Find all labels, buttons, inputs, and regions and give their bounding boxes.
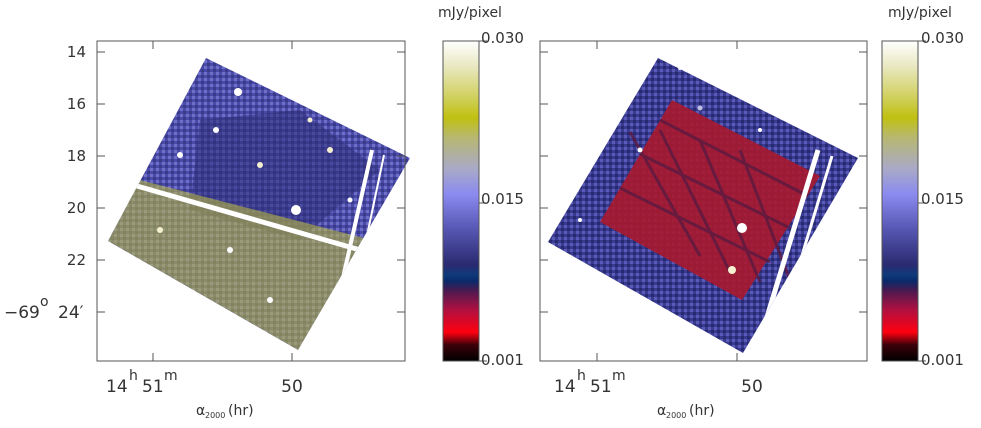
y-tick-label: 22 <box>67 251 86 269</box>
colorbar-unit-label: mJy/pixel <box>888 5 952 21</box>
ra-h-sup: h <box>577 368 586 384</box>
x-unit: (hr) <box>228 403 254 419</box>
colorbar-unit-label: mJy/pixel <box>438 5 502 21</box>
left-image <box>108 58 410 350</box>
colorbar-gradient <box>442 40 480 362</box>
right-image <box>548 58 858 353</box>
colorbar-tick-label: 0.001 <box>921 351 964 369</box>
ra-second: 50 <box>281 377 303 397</box>
left-colorbar: mJy/pixel 0.030 0.015 0.001 <box>438 5 524 369</box>
colorbar-tick-label: 0.015 <box>921 190 964 208</box>
ra-m-sup: m <box>164 368 178 384</box>
ra-labels-right: 14 h 51 m 50 <box>554 368 763 397</box>
dec-prefix: −69 <box>4 303 40 323</box>
right-colorbar: mJy/pixel 0.030 0.015 0.001 <box>881 5 964 369</box>
ra-second: 50 <box>741 377 763 397</box>
ra-labels-left: 14 h 51 m 50 <box>106 368 303 397</box>
ra-minutes: 51 <box>590 377 612 397</box>
x-axis-label-left: α 2000 (hr) <box>196 403 254 420</box>
left-panel: 14 16 18 20 22 −69 o 24′ 14 h 51 m 50 α … <box>4 5 524 420</box>
x-alpha: α <box>657 403 666 419</box>
x-axis-label-right: α 2000 (hr) <box>657 403 715 420</box>
ra-hours: 14 <box>106 377 128 397</box>
colorbar-tick-label: 0.030 <box>921 29 964 47</box>
ra-m-sup: m <box>612 368 626 384</box>
colorbar-tick-label: 0.015 <box>481 190 524 208</box>
colorbar-tick-label: 0.030 <box>481 29 524 47</box>
y-tick-label: 16 <box>67 95 86 113</box>
ra-h-sup: h <box>129 368 138 384</box>
y-tick-label: 20 <box>67 199 86 217</box>
ra-hours: 14 <box>554 377 576 397</box>
right-ticks <box>540 41 867 361</box>
x-alpha-sub: 2000 <box>205 411 225 420</box>
dec-label: −69 o 24′ <box>4 294 84 323</box>
colorbar-tick-label: 0.001 <box>481 351 524 369</box>
dec-degree-sup: o <box>40 294 49 310</box>
ra-minutes: 51 <box>142 377 164 397</box>
x-alpha-sub: 2000 <box>666 411 686 420</box>
y-tick-label: 14 <box>67 43 86 61</box>
left-y-ticks <box>97 41 405 361</box>
y-tick-label: 18 <box>67 147 86 165</box>
x-unit: (hr) <box>689 403 715 419</box>
dec-minutes: 24′ <box>58 303 84 323</box>
colorbar-gradient <box>881 40 919 362</box>
left-plot-frame <box>96 40 406 362</box>
right-panel: 14 h 51 m 50 α 2000 (hr) mJy/pixel 0.030… <box>539 5 964 420</box>
right-plot-frame <box>539 40 868 362</box>
x-alpha: α <box>196 403 205 419</box>
